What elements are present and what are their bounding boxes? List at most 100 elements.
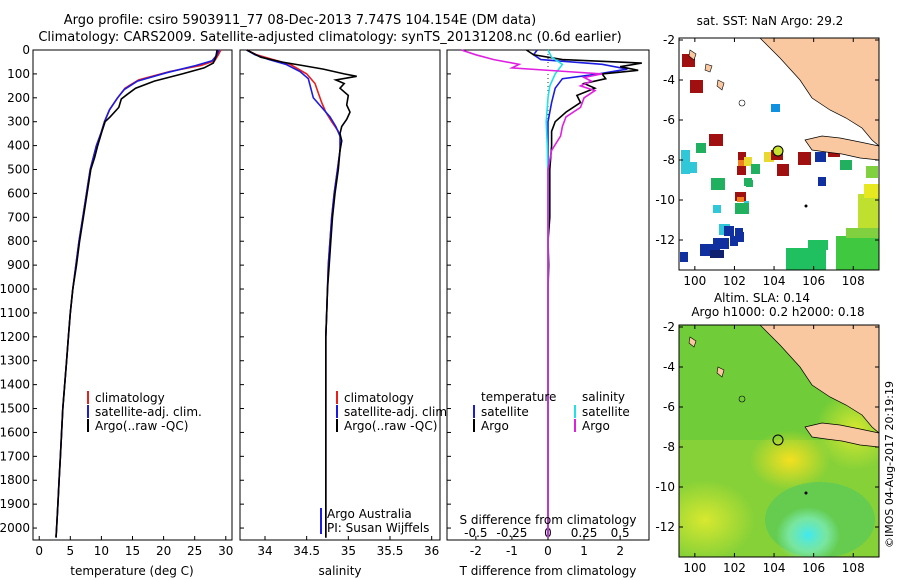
depth-tick-label: 1800 bbox=[0, 473, 30, 487]
latitude-tick-label: -10 bbox=[655, 193, 675, 207]
sumatra-land bbox=[686, 325, 879, 434]
longitude-tick-label: 100 bbox=[683, 561, 706, 575]
legend-t-satellite: satellite bbox=[481, 405, 529, 419]
temperature-tick-label: 10 bbox=[94, 544, 109, 558]
salinity-tick-label: 36 bbox=[424, 544, 439, 558]
depth-tick-label: 700 bbox=[7, 210, 30, 224]
legend-satellite-adj: satellite-adj. clim. bbox=[344, 405, 451, 419]
t-difference-tick-label: 2 bbox=[616, 544, 624, 558]
depth-tick-label: 200 bbox=[7, 91, 30, 105]
depth-tick-label: 400 bbox=[7, 139, 30, 153]
legend-climatology: climatology bbox=[95, 391, 165, 405]
salinity-xlabel: salinity bbox=[318, 564, 361, 578]
latitude-tick-label: -6 bbox=[663, 400, 675, 414]
figure-title-line2: Climatology: CARS2009. Satellite-adjuste… bbox=[38, 30, 621, 45]
salinity-panel: 34 34.5 35 35.5 36 salinity climatology sate… bbox=[239, 49, 451, 578]
depth-tick-label: 300 bbox=[7, 115, 30, 129]
float-attribution: Argo Australia PI: Susan Wijffels bbox=[320, 507, 429, 535]
temperature-tick-label: 20 bbox=[156, 544, 171, 558]
salinity-tick-label: 35 bbox=[341, 544, 356, 558]
temperature-tick-label: 30 bbox=[218, 544, 233, 558]
temperature-tick-label: 15 bbox=[125, 544, 140, 558]
attribution-line2: PI: Susan Wijffels bbox=[327, 521, 429, 535]
depth-tick-label: 1900 bbox=[0, 497, 30, 511]
longitude-tick-label: 106 bbox=[802, 561, 825, 575]
sla-map-title: Altim. SLA: 0.14 bbox=[714, 291, 810, 305]
depth-tick-label: 1100 bbox=[0, 306, 30, 320]
latitude-tick-label: -10 bbox=[655, 480, 675, 494]
temperature-panel: 0100200300400500600700800900100011001200… bbox=[0, 43, 233, 578]
longitude-tick-label: 108 bbox=[842, 274, 865, 288]
legend-argo: Argo(..raw -QC) bbox=[344, 419, 437, 433]
s-difference-tick-label: -0.5 bbox=[464, 526, 487, 540]
series-argo-raw-qc bbox=[246, 49, 357, 538]
longitude-tick-label: 106 bbox=[802, 274, 825, 288]
latitude-tick-label: -2 bbox=[663, 320, 675, 334]
legend-header-temperature: temperature bbox=[481, 390, 556, 404]
imos-timestamp: ©IMOS 04-Aug-2017 20:19:19 bbox=[883, 381, 896, 548]
t-difference-tick-label: 1 bbox=[580, 544, 588, 558]
temperature-tick-label: 0 bbox=[35, 544, 43, 558]
s-difference-tick-label: -0.25 bbox=[496, 526, 527, 540]
t-difference-label: T difference from climatology bbox=[459, 564, 637, 578]
longitude-tick-label: 100 bbox=[683, 274, 706, 288]
latitude-tick-label: -4 bbox=[663, 360, 675, 374]
difference-panel: -2 -1 0 1 2 -0.5 -0.25 0 0.25 0.5 S difference f… bbox=[446, 49, 650, 578]
series-argo-raw-qc bbox=[55, 49, 218, 538]
temperature-xlabel: temperature (deg C) bbox=[70, 564, 193, 578]
latitude-tick-label: -2 bbox=[663, 33, 675, 47]
t-difference-tick-label: -2 bbox=[470, 544, 482, 558]
s-difference-tick-label: 0.25 bbox=[571, 526, 598, 540]
legend-header-salinity: salinity bbox=[582, 390, 625, 404]
longitude-tick-label: 104 bbox=[763, 274, 786, 288]
sla-map-subtitle: Argo h1000: 0.2 h2000: 0.18 bbox=[691, 305, 864, 319]
temperature-legend: climatology satellite-adj. clim. Argo(..… bbox=[87, 391, 202, 433]
depth-tick-label: 100 bbox=[7, 67, 30, 81]
java-land bbox=[804, 135, 879, 161]
t-difference-tick-label: -1 bbox=[506, 544, 518, 558]
depth-tick-label: 800 bbox=[7, 234, 30, 248]
latitude-tick-label: -6 bbox=[663, 113, 675, 127]
argo-float-marker bbox=[772, 145, 784, 157]
temperature-tick-label: 5 bbox=[66, 544, 74, 558]
series-salinity-argo bbox=[461, 49, 603, 538]
sst-map-title: sat. SST: NaN Argo: 29.2 bbox=[697, 14, 844, 28]
temperature-tick-label: 25 bbox=[187, 544, 202, 558]
depth-tick-label: 500 bbox=[7, 163, 30, 177]
depth-tick-label: 900 bbox=[7, 258, 30, 272]
legend-climatology: climatology bbox=[344, 391, 414, 405]
depth-tick-label: 1600 bbox=[0, 425, 30, 439]
sst-map: sat. SST: NaN Argo: 29.2 bbox=[655, 14, 880, 288]
latitude-tick-label: -12 bbox=[655, 233, 675, 247]
depth-tick-label: 2000 bbox=[0, 521, 30, 535]
sumatra-land bbox=[686, 38, 879, 147]
argo-float-marker bbox=[772, 434, 784, 446]
depth-tick-label: 1400 bbox=[0, 378, 30, 392]
difference-legend: temperature salinity satellite Argo sate… bbox=[473, 390, 630, 433]
salinity-tick-label: 35.5 bbox=[377, 544, 404, 558]
legend-satellite-adj: satellite-adj. clim. bbox=[95, 405, 202, 419]
depth-tick-label: 600 bbox=[7, 186, 30, 200]
attribution-line1: Argo Australia bbox=[327, 507, 412, 521]
depth-tick-label: 1000 bbox=[0, 282, 30, 296]
salinity-tick-label: 34.5 bbox=[293, 544, 320, 558]
latitude-tick-label: -4 bbox=[663, 73, 675, 87]
longitude-tick-label: 102 bbox=[723, 274, 746, 288]
latitude-tick-label: -12 bbox=[655, 520, 675, 534]
t-difference-tick-label: 0 bbox=[544, 544, 552, 558]
longitude-tick-label: 108 bbox=[842, 561, 865, 575]
latitude-tick-label: -8 bbox=[663, 153, 675, 167]
sla-map: Altim. SLA: 0.14 Argo h1000: 0.2 h2000: … bbox=[655, 291, 880, 575]
longitude-tick-label: 102 bbox=[723, 561, 746, 575]
java-land bbox=[804, 422, 879, 448]
s-difference-tick-label: 0.5 bbox=[611, 526, 630, 540]
depth-tick-label: 1700 bbox=[0, 449, 30, 463]
legend-t-argo: Argo bbox=[481, 419, 509, 433]
longitude-tick-label: 104 bbox=[763, 561, 786, 575]
figure-title-line1: Argo profile: csiro 5903911_77 08-Dec-20… bbox=[64, 13, 536, 28]
s-difference-label: S difference from climatology bbox=[460, 513, 637, 527]
salinity-legend: climatology satellite-adj. clim. Argo(..… bbox=[336, 391, 451, 433]
depth-tick-label: 0 bbox=[22, 43, 30, 57]
legend-s-satellite: satellite bbox=[582, 405, 630, 419]
